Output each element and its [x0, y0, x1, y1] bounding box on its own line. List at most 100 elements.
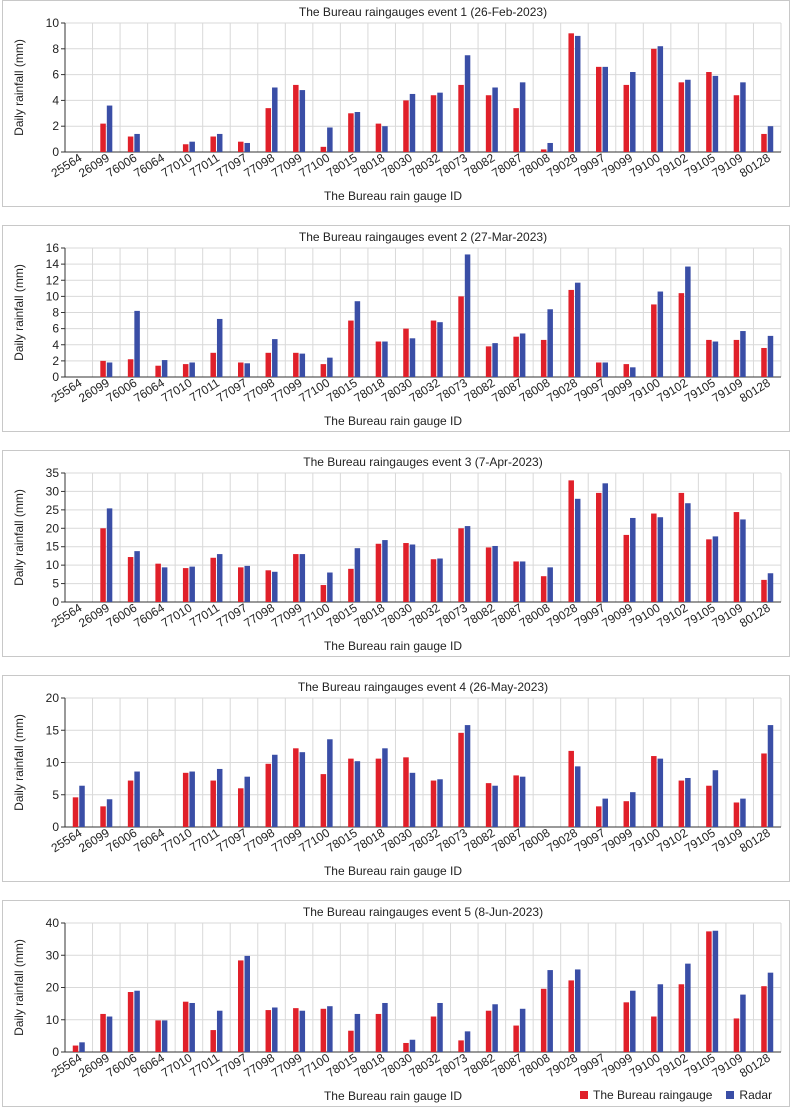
bar-gauge-78018 — [375, 341, 382, 377]
bar-radar-79099 — [630, 72, 636, 152]
bar-gauge-77010 — [182, 364, 189, 377]
bar-gauge-78082 — [485, 346, 492, 377]
bar-radar-78082 — [492, 343, 498, 377]
bar-radar-79028 — [574, 35, 581, 152]
bar-gauge-79028 — [568, 289, 574, 377]
bar-radar-79105 — [712, 930, 719, 1052]
legend-label-radar: Radar — [739, 1088, 773, 1102]
bar-radar-78015 — [354, 761, 361, 827]
bar-radar-78018 — [382, 748, 388, 827]
bar-radar-77098 — [272, 1007, 278, 1052]
bar-radar-26099 — [106, 799, 113, 827]
legend-label-gauge: The Bureau raingauge — [593, 1088, 713, 1102]
bar-gauge-79102 — [678, 780, 685, 827]
bar-gauge-78073 — [458, 528, 464, 602]
bar-radar-79102 — [685, 79, 691, 152]
bar-gauge-77010 — [182, 144, 189, 152]
bar-radar-79105 — [712, 75, 719, 152]
bar-radar-77100 — [327, 357, 333, 377]
bar-gauge-79099 — [623, 364, 630, 377]
bar-radar-77100 — [327, 572, 333, 602]
bar-radar-77097 — [244, 363, 250, 377]
bar-gauge-79109 — [733, 1018, 740, 1052]
bar-gauge-79097 — [596, 806, 602, 827]
bar-radar-79097 — [602, 798, 608, 827]
legend-swatch-radar — [726, 1091, 735, 1099]
bar-radar-77098 — [272, 87, 278, 152]
y-tick-label: 10 — [46, 756, 60, 770]
bar-radar-79105 — [712, 770, 719, 827]
bar-gauge-77098 — [265, 352, 272, 377]
bar-radar-76064 — [161, 567, 168, 602]
bar-gauge-77099 — [293, 748, 299, 827]
bar-gauge-78030 — [403, 757, 409, 827]
bar-radar-78032 — [437, 92, 443, 152]
bar-radar-77010 — [189, 1002, 195, 1052]
chart-title: The Bureau raingauges event 3 (7-Apr-202… — [303, 455, 542, 469]
bar-radar-78087 — [519, 561, 526, 602]
bar-gauge-78030 — [403, 1042, 409, 1052]
bar-radar-80128 — [767, 126, 774, 152]
bar-radar-79028 — [574, 766, 581, 827]
bar-radar-77011 — [216, 318, 223, 377]
bar-gauge-77097 — [238, 141, 244, 152]
x-tick-label: 80128 — [737, 1051, 773, 1081]
bar-gauge-77100 — [320, 1008, 327, 1052]
bar-gauge-26099 — [100, 360, 106, 377]
y-tick-label: 15 — [46, 540, 60, 554]
y-tick-label: 5 — [52, 788, 59, 802]
bar-radar-25564 — [79, 785, 85, 827]
bar-gauge-79102 — [678, 293, 685, 377]
bar-gauge-26099 — [100, 528, 106, 602]
bar-gauge-79100 — [651, 48, 657, 152]
bar-gauge-77097 — [238, 362, 244, 377]
bar-radar-76006 — [134, 310, 140, 377]
bar-radar-79109 — [740, 82, 746, 152]
bar-radar-80128 — [767, 972, 774, 1052]
bar-radar-77097 — [244, 955, 250, 1052]
bar-radar-78087 — [519, 333, 526, 377]
y-tick-label: 6 — [52, 68, 59, 82]
y-tick-label: 8 — [52, 42, 59, 56]
bar-radar-80128 — [767, 725, 774, 827]
bar-radar-78030 — [409, 772, 416, 827]
bar-gauge-78008 — [540, 988, 547, 1052]
bar-gauge-79105 — [706, 539, 712, 602]
bar-radar-77010 — [189, 771, 195, 827]
bar-radar-77100 — [327, 739, 333, 827]
bar-gauge-79099 — [623, 801, 630, 827]
bar-radar-77099 — [299, 752, 306, 827]
bar-radar-78018 — [382, 540, 388, 602]
bar-radar-79102 — [685, 503, 691, 602]
bar-gauge-77100 — [320, 146, 327, 152]
bar-gauge-77097 — [238, 788, 244, 827]
bar-gauge-76064 — [155, 563, 161, 602]
chart-panel-1: The Bureau raingauges event 1 (26-Feb-20… — [2, 0, 790, 207]
y-tick-label: 35 — [46, 466, 60, 480]
bar-gauge-77100 — [320, 585, 327, 602]
bar-radar-78032 — [437, 558, 443, 602]
y-tick-label: 10 — [46, 558, 60, 572]
bar-gauge-77010 — [182, 772, 189, 827]
bar-radar-76006 — [134, 133, 140, 152]
y-tick-label: 10 — [46, 16, 60, 30]
bar-gauge-76006 — [127, 780, 134, 827]
bar-radar-79102 — [685, 777, 691, 827]
bar-gauge-78032 — [430, 1016, 437, 1052]
chart-svg-1: The Bureau raingauges event 1 (26-Feb-20… — [12, 5, 782, 203]
bar-gauge-79097 — [596, 492, 602, 602]
bar-gauge-79099 — [623, 1002, 630, 1052]
bar-gauge-80128 — [761, 579, 767, 602]
bar-gauge-77099 — [293, 554, 299, 602]
bar-radar-78073 — [464, 526, 471, 602]
bar-radar-79028 — [574, 969, 581, 1052]
bar-radar-79109 — [740, 798, 746, 827]
bar-radar-79109 — [740, 994, 746, 1052]
y-tick-label: 14 — [46, 257, 60, 271]
bar-radar-26099 — [106, 1016, 113, 1052]
bar-gauge-77098 — [265, 570, 272, 602]
bar-radar-79100 — [657, 517, 664, 602]
bar-gauge-80128 — [761, 986, 767, 1052]
bar-gauge-76006 — [127, 557, 134, 602]
y-tick-label: 16 — [46, 241, 60, 255]
